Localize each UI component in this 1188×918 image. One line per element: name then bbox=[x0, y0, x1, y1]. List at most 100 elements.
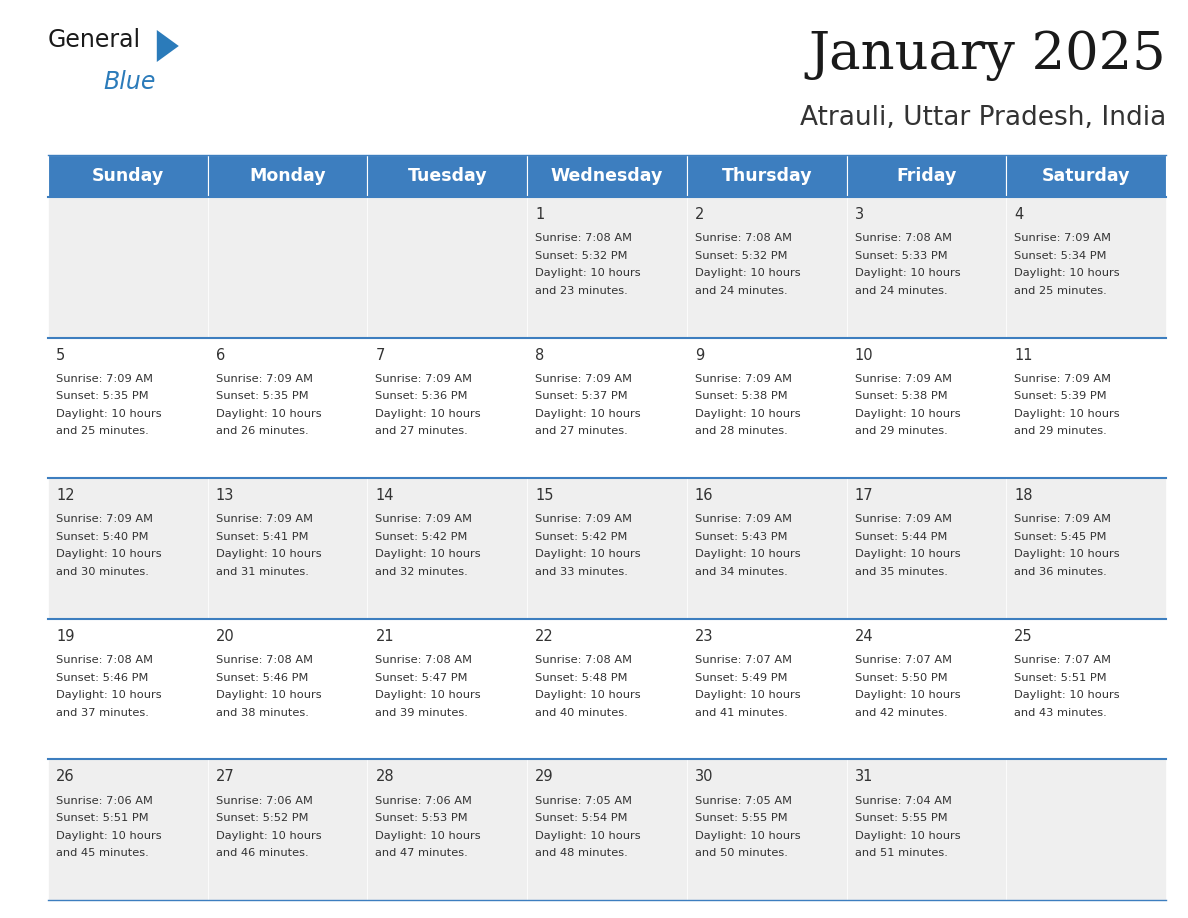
Text: Daylight: 10 hours: Daylight: 10 hours bbox=[854, 268, 960, 278]
Bar bbox=[1006, 197, 1165, 338]
Text: 31: 31 bbox=[854, 769, 873, 784]
Text: Sunset: 5:48 PM: Sunset: 5:48 PM bbox=[535, 673, 627, 683]
Text: Daylight: 10 hours: Daylight: 10 hours bbox=[854, 550, 960, 559]
Text: Daylight: 10 hours: Daylight: 10 hours bbox=[1015, 550, 1120, 559]
Text: and 29 minutes.: and 29 minutes. bbox=[1015, 426, 1107, 436]
Text: Sunrise: 7:06 AM: Sunrise: 7:06 AM bbox=[375, 796, 473, 806]
Text: Daylight: 10 hours: Daylight: 10 hours bbox=[535, 690, 640, 700]
Text: and 37 minutes.: and 37 minutes. bbox=[56, 708, 148, 718]
Bar bbox=[847, 155, 1006, 197]
Text: Sunset: 5:42 PM: Sunset: 5:42 PM bbox=[375, 532, 468, 542]
Text: 3: 3 bbox=[854, 207, 864, 222]
Text: Sunset: 5:49 PM: Sunset: 5:49 PM bbox=[695, 673, 788, 683]
Polygon shape bbox=[157, 30, 179, 62]
Text: 15: 15 bbox=[535, 488, 554, 503]
Bar bbox=[1006, 155, 1165, 197]
Text: Sunset: 5:42 PM: Sunset: 5:42 PM bbox=[535, 532, 627, 542]
Text: Sunset: 5:39 PM: Sunset: 5:39 PM bbox=[1015, 391, 1107, 401]
Text: and 30 minutes.: and 30 minutes. bbox=[56, 567, 148, 577]
Text: Sunrise: 7:09 AM: Sunrise: 7:09 AM bbox=[56, 514, 153, 524]
Text: Sunrise: 7:08 AM: Sunrise: 7:08 AM bbox=[375, 655, 473, 665]
Bar bbox=[208, 338, 367, 478]
Bar bbox=[367, 759, 527, 900]
Text: and 28 minutes.: and 28 minutes. bbox=[695, 426, 788, 436]
Text: Sunset: 5:35 PM: Sunset: 5:35 PM bbox=[56, 391, 148, 401]
Text: Sunset: 5:33 PM: Sunset: 5:33 PM bbox=[854, 251, 947, 261]
Text: Sunrise: 7:09 AM: Sunrise: 7:09 AM bbox=[56, 374, 153, 384]
Text: Sunset: 5:52 PM: Sunset: 5:52 PM bbox=[216, 813, 308, 823]
Bar bbox=[48, 619, 208, 759]
Text: Sunrise: 7:05 AM: Sunrise: 7:05 AM bbox=[695, 796, 792, 806]
Text: and 38 minutes.: and 38 minutes. bbox=[216, 708, 309, 718]
Text: Thursday: Thursday bbox=[721, 167, 813, 185]
Bar bbox=[687, 338, 847, 478]
Text: Daylight: 10 hours: Daylight: 10 hours bbox=[56, 409, 162, 419]
Text: Sunrise: 7:09 AM: Sunrise: 7:09 AM bbox=[695, 374, 792, 384]
Text: Sunrise: 7:09 AM: Sunrise: 7:09 AM bbox=[216, 514, 312, 524]
Text: Sunrise: 7:09 AM: Sunrise: 7:09 AM bbox=[1015, 514, 1111, 524]
Text: Sunset: 5:51 PM: Sunset: 5:51 PM bbox=[56, 813, 148, 823]
Text: and 36 minutes.: and 36 minutes. bbox=[1015, 567, 1107, 577]
Text: 21: 21 bbox=[375, 629, 394, 644]
Bar bbox=[208, 197, 367, 338]
Text: 20: 20 bbox=[216, 629, 234, 644]
Bar bbox=[687, 197, 847, 338]
Bar bbox=[687, 759, 847, 900]
Bar bbox=[527, 619, 687, 759]
Bar bbox=[527, 155, 687, 197]
Text: Sunset: 5:53 PM: Sunset: 5:53 PM bbox=[375, 813, 468, 823]
Text: and 35 minutes.: and 35 minutes. bbox=[854, 567, 948, 577]
Text: Daylight: 10 hours: Daylight: 10 hours bbox=[695, 831, 801, 841]
Text: 1: 1 bbox=[535, 207, 544, 222]
Bar bbox=[48, 759, 208, 900]
Text: Daylight: 10 hours: Daylight: 10 hours bbox=[695, 690, 801, 700]
Text: Sunset: 5:36 PM: Sunset: 5:36 PM bbox=[375, 391, 468, 401]
Text: Daylight: 10 hours: Daylight: 10 hours bbox=[535, 550, 640, 559]
Text: and 47 minutes.: and 47 minutes. bbox=[375, 848, 468, 858]
Bar bbox=[367, 478, 527, 619]
Text: Sunrise: 7:06 AM: Sunrise: 7:06 AM bbox=[56, 796, 153, 806]
Bar bbox=[208, 759, 367, 900]
Text: 18: 18 bbox=[1015, 488, 1032, 503]
Text: Daylight: 10 hours: Daylight: 10 hours bbox=[535, 831, 640, 841]
Bar bbox=[48, 338, 208, 478]
Text: Saturday: Saturday bbox=[1042, 167, 1131, 185]
Text: Monday: Monday bbox=[249, 167, 326, 185]
Bar bbox=[367, 197, 527, 338]
Bar bbox=[208, 155, 367, 197]
Text: and 42 minutes.: and 42 minutes. bbox=[854, 708, 947, 718]
Text: Sunset: 5:51 PM: Sunset: 5:51 PM bbox=[1015, 673, 1107, 683]
Bar bbox=[527, 338, 687, 478]
Text: Daylight: 10 hours: Daylight: 10 hours bbox=[854, 690, 960, 700]
Bar bbox=[367, 155, 527, 197]
Text: 30: 30 bbox=[695, 769, 713, 784]
Bar bbox=[527, 759, 687, 900]
Text: Daylight: 10 hours: Daylight: 10 hours bbox=[216, 690, 321, 700]
Text: Sunrise: 7:09 AM: Sunrise: 7:09 AM bbox=[1015, 374, 1111, 384]
Bar bbox=[847, 197, 1006, 338]
Text: Sunset: 5:40 PM: Sunset: 5:40 PM bbox=[56, 532, 148, 542]
Bar bbox=[1006, 759, 1165, 900]
Text: January 2025: January 2025 bbox=[808, 30, 1165, 81]
Text: 12: 12 bbox=[56, 488, 75, 503]
Text: 9: 9 bbox=[695, 348, 704, 363]
Bar bbox=[527, 197, 687, 338]
Text: 27: 27 bbox=[216, 769, 234, 784]
Text: Daylight: 10 hours: Daylight: 10 hours bbox=[1015, 409, 1120, 419]
Text: 22: 22 bbox=[535, 629, 554, 644]
Bar bbox=[367, 619, 527, 759]
Text: Daylight: 10 hours: Daylight: 10 hours bbox=[535, 409, 640, 419]
Text: and 46 minutes.: and 46 minutes. bbox=[216, 848, 309, 858]
Bar bbox=[847, 619, 1006, 759]
Text: Sunrise: 7:07 AM: Sunrise: 7:07 AM bbox=[854, 655, 952, 665]
Bar bbox=[1006, 338, 1165, 478]
Text: Sunset: 5:45 PM: Sunset: 5:45 PM bbox=[1015, 532, 1107, 542]
Text: 8: 8 bbox=[535, 348, 544, 363]
Text: and 41 minutes.: and 41 minutes. bbox=[695, 708, 788, 718]
Bar bbox=[208, 478, 367, 619]
Text: 11: 11 bbox=[1015, 348, 1032, 363]
Text: Wednesday: Wednesday bbox=[551, 167, 663, 185]
Bar bbox=[208, 619, 367, 759]
Bar bbox=[687, 155, 847, 197]
Text: Sunset: 5:32 PM: Sunset: 5:32 PM bbox=[695, 251, 788, 261]
